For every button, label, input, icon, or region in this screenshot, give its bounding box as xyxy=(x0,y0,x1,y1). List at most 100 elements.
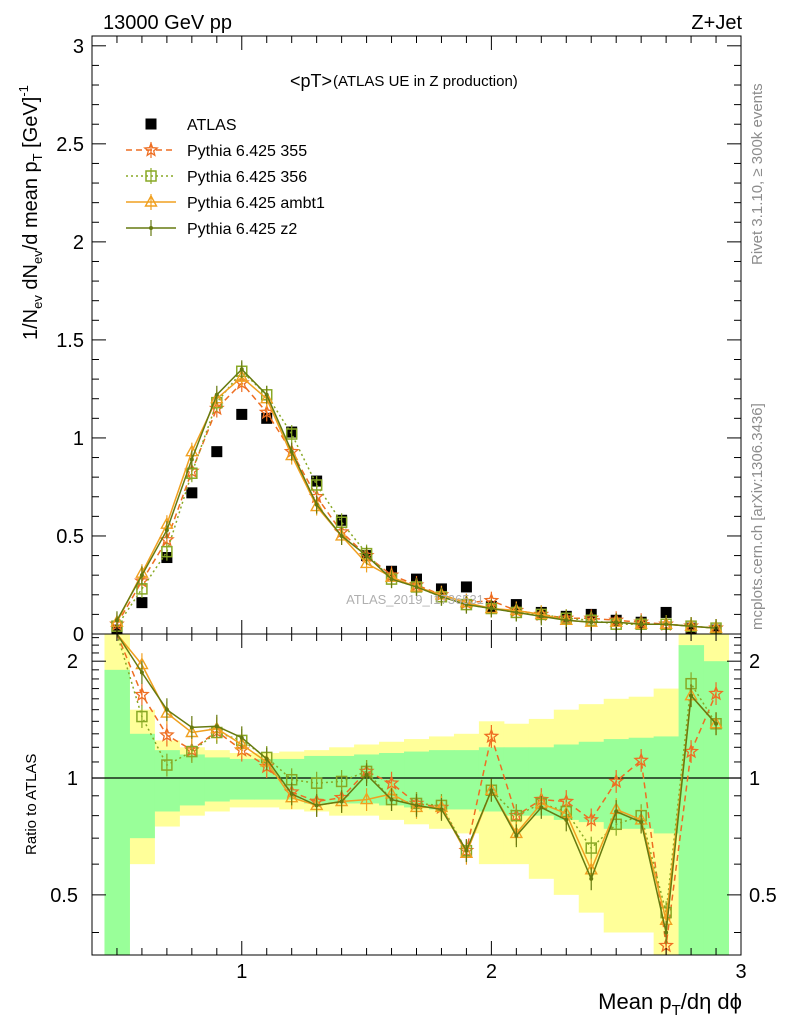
ratio-point xyxy=(664,930,669,935)
watermark: ATLAS_2019_I1736531 xyxy=(346,592,484,607)
data-point xyxy=(211,446,223,458)
data-point xyxy=(314,502,319,507)
ratio-point xyxy=(608,773,625,789)
ratio-point xyxy=(589,876,594,881)
ratio-point xyxy=(583,811,600,827)
ratio-point xyxy=(161,759,173,771)
ratio-point xyxy=(510,809,523,822)
ratio-point xyxy=(539,805,544,810)
svg-text:1/Nev dNev/d mean pT [GeV]-1: 1/Nev dNev/d mean pT [GeV]-1 xyxy=(16,85,45,340)
band-inner-bin xyxy=(453,750,480,810)
svg-text:Mean pT/dη dϕ: Mean pT/dη dϕ xyxy=(598,989,742,1019)
data-point xyxy=(660,606,672,618)
data-point xyxy=(564,618,569,623)
data-point xyxy=(239,367,244,372)
y-axis-label: 1/Nev dNev/d mean pT [GeV]-1 xyxy=(16,85,45,340)
ratio-point xyxy=(683,743,700,759)
data-point xyxy=(414,584,419,589)
x-tick-label: 3 xyxy=(735,961,746,983)
y-tick-label: 0 xyxy=(73,624,84,646)
ratio-point xyxy=(633,752,650,768)
header-left: 13000 GeV pp xyxy=(103,12,232,34)
band-inner-bin xyxy=(104,669,130,955)
data-point xyxy=(514,610,519,615)
data-point xyxy=(614,620,619,625)
legend-marker xyxy=(149,226,153,230)
ratio-point xyxy=(708,685,724,701)
ratio-point xyxy=(439,807,444,812)
data-point xyxy=(539,614,544,619)
data-point xyxy=(339,533,344,538)
ratio-point xyxy=(310,777,323,789)
data-point xyxy=(235,369,249,382)
data-point xyxy=(460,581,472,593)
ratio-point xyxy=(239,735,244,740)
ratio-point xyxy=(389,797,394,802)
ratio-point xyxy=(164,707,169,712)
data-point xyxy=(186,487,198,499)
data-point xyxy=(164,528,169,533)
side-text-top: Rivet 3.1.10, ≥ 300k events xyxy=(749,83,766,265)
ratio-point xyxy=(136,710,148,723)
band-inner-bin xyxy=(204,757,230,802)
data-point xyxy=(264,392,269,397)
ratio-point xyxy=(564,817,569,822)
y-tick-label: 2.5 xyxy=(56,134,84,156)
data-point xyxy=(136,597,148,609)
ratio-point xyxy=(214,724,219,729)
ratio-point xyxy=(614,809,619,814)
data-point xyxy=(214,392,219,397)
ratio-y-tick-label: 2 xyxy=(67,651,78,673)
legend-label: ATLAS xyxy=(187,117,237,134)
band-inner-bin xyxy=(229,758,255,800)
legend-label: Pythia 6.425 355 xyxy=(187,143,307,160)
data-point xyxy=(289,449,294,454)
data-point xyxy=(439,594,444,599)
ratio-point xyxy=(133,686,150,702)
data-point xyxy=(689,624,694,629)
data-point xyxy=(489,606,494,611)
ratio-point xyxy=(483,728,500,744)
legend-marker xyxy=(145,118,157,130)
ratio-point xyxy=(689,693,694,698)
data-point xyxy=(389,577,394,582)
ratio-point xyxy=(414,803,419,808)
y-tick-label: 0.5 xyxy=(56,526,84,548)
ratio-point xyxy=(714,721,719,726)
ratio-y-tick-label-right: 1 xyxy=(749,768,760,790)
x-tick-label: 2 xyxy=(486,961,497,983)
band-inner-bin xyxy=(129,733,155,839)
legend-marker xyxy=(145,170,157,182)
plot-title-suffix: (ATLAS UE in Z production) xyxy=(333,73,518,90)
data-point xyxy=(189,457,194,462)
data-point xyxy=(236,408,248,420)
ratio-y-tick-label-right: 2 xyxy=(749,651,760,673)
ratio-point xyxy=(514,833,519,838)
y-tick-label: 1.5 xyxy=(56,330,84,352)
legend-label: Pythia 6.425 z2 xyxy=(187,221,297,238)
ratio-point xyxy=(314,803,319,808)
ratio-point xyxy=(339,799,344,804)
legend-label: Pythia 6.425 356 xyxy=(187,169,307,186)
ratio-panel: 0.5 0.5 1 1 2 2 1 2 3 xyxy=(50,633,777,983)
x-axis-label: Mean pT/dη dϕ xyxy=(598,989,742,1019)
legend-marker xyxy=(144,194,158,207)
y-tick-label: 3 xyxy=(73,36,84,58)
data-point xyxy=(364,553,369,558)
ratio-point xyxy=(289,791,294,796)
ratio-y-tick-label: 0.5 xyxy=(50,885,78,907)
x-tick-label: 1 xyxy=(236,961,247,983)
ratio-point xyxy=(464,848,469,853)
data-point xyxy=(310,479,323,491)
legend-label: Pythia 6.425 ambt1 xyxy=(187,195,325,212)
ratio-point xyxy=(364,772,369,777)
data-point xyxy=(589,620,594,625)
legend-marker xyxy=(143,141,159,157)
band-inner-bin xyxy=(703,661,730,955)
band-inner-bin xyxy=(653,736,680,834)
data-point xyxy=(464,602,469,607)
plot-title: <pT> xyxy=(290,71,332,91)
ratio-point xyxy=(335,775,348,788)
data-point xyxy=(139,573,144,578)
